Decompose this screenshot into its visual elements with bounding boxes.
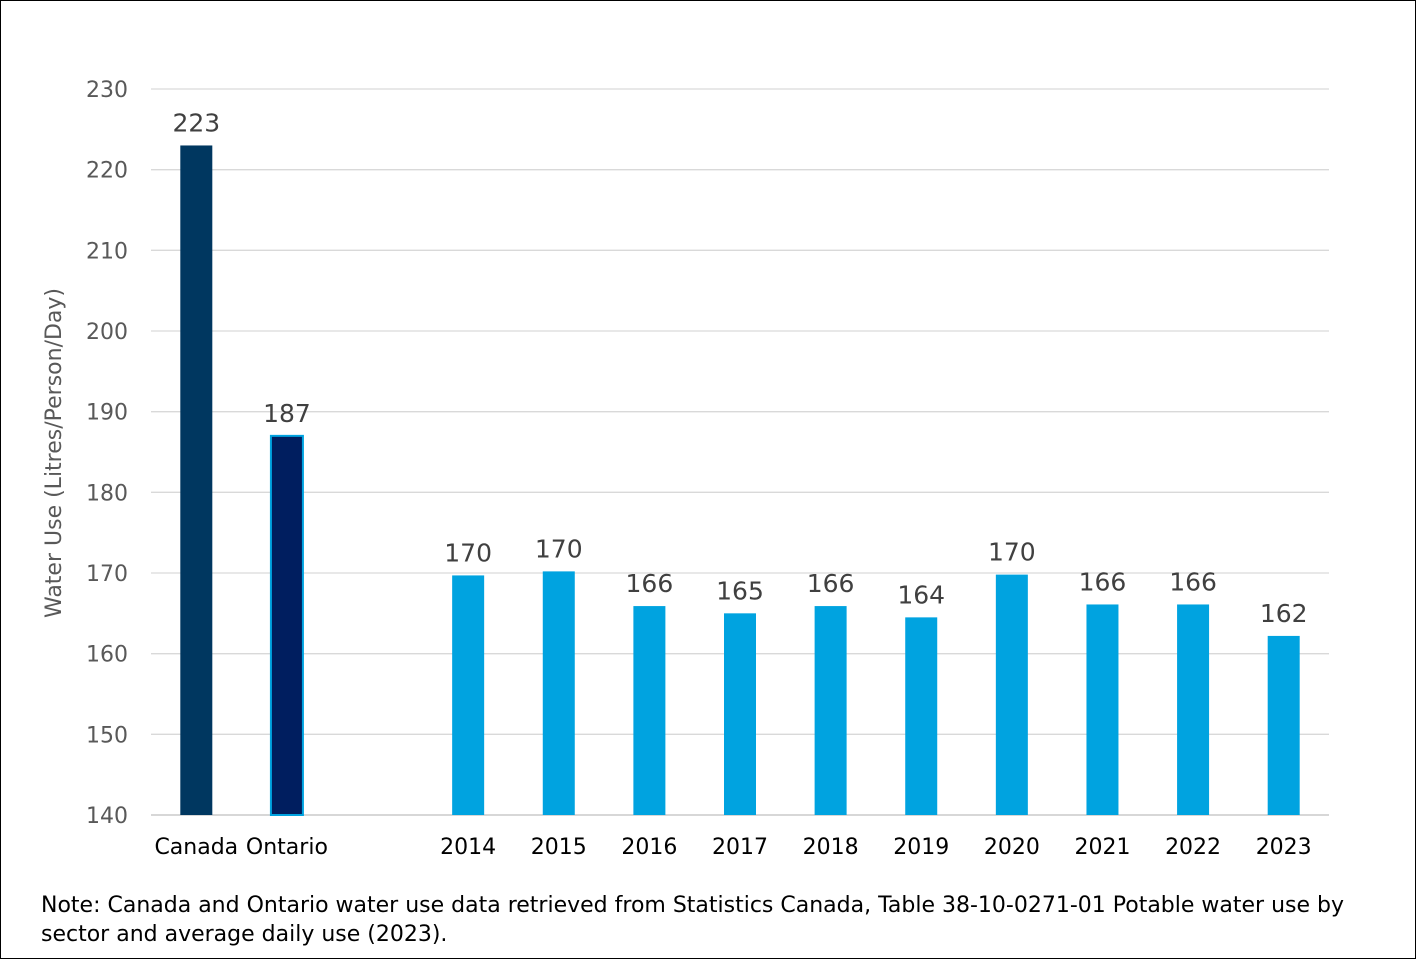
bar-Canada xyxy=(180,145,213,815)
x-tick-label-2016: 2016 xyxy=(621,835,677,860)
y-tick-label-210: 210 xyxy=(86,239,128,264)
bar-2022 xyxy=(1177,604,1210,815)
x-tick-label-2014: 2014 xyxy=(440,835,496,860)
bar-chart: 140 150 160 170 180 190 200 210 220 230 223 187 170… xyxy=(42,78,1329,860)
data-label-2021: 166 xyxy=(1079,567,1127,596)
x-tick-label-2023: 2023 xyxy=(1256,835,1312,860)
x-tick-label-2015: 2015 xyxy=(531,835,587,860)
data-label-2018: 166 xyxy=(807,569,855,598)
y-tick-label-150: 150 xyxy=(86,723,128,748)
y-tick-label-200: 200 xyxy=(86,320,128,345)
y-tick-label-220: 220 xyxy=(86,159,128,184)
bar-2014 xyxy=(452,575,485,815)
bar-2019 xyxy=(905,617,938,815)
bar-2016 xyxy=(633,606,666,815)
y-tick-label-140: 140 xyxy=(86,804,128,829)
gridlines xyxy=(151,88,1329,816)
bar-2020 xyxy=(995,574,1028,815)
bar-2023 xyxy=(1267,635,1300,815)
source-note: Note: Canada and Ontario water use data … xyxy=(41,893,1344,947)
data-labels: 223 187 170 170 166 165 166 164 170 166 166 162 xyxy=(172,108,1307,627)
y-axis-ticks: 140 150 160 170 180 190 200 210 220 230 xyxy=(86,78,128,829)
bar-Ontario xyxy=(269,434,304,816)
y-tick-label-230: 230 xyxy=(86,78,128,103)
data-label-Ontario: 187 xyxy=(263,399,311,428)
bar-2015 xyxy=(542,571,575,815)
data-label-2022: 166 xyxy=(1169,567,1217,596)
x-tick-label-2021: 2021 xyxy=(1074,835,1130,860)
bar-2021 xyxy=(1086,604,1119,815)
data-label-2017: 165 xyxy=(716,576,764,605)
data-label-2015: 170 xyxy=(535,534,583,563)
x-tick-label-2022: 2022 xyxy=(1165,835,1221,860)
y-axis-title: Water Use (Litres/Person/Day) xyxy=(42,288,67,618)
x-tick-label-2017: 2017 xyxy=(712,835,768,860)
bars xyxy=(180,145,1300,816)
bar-2017 xyxy=(724,613,756,815)
data-label-2016: 166 xyxy=(626,569,674,598)
data-label-2014: 170 xyxy=(444,538,492,567)
x-tick-label-2019: 2019 xyxy=(893,835,949,860)
data-label-2019: 164 xyxy=(897,580,945,609)
y-tick-label-160: 160 xyxy=(86,643,128,668)
y-tick-label-170: 170 xyxy=(86,562,128,587)
y-tick-label-190: 190 xyxy=(86,401,128,426)
x-tick-label-Ontario: Ontario xyxy=(246,835,328,860)
x-axis-ticks: Canada Ontario 2014 2015 2016 2017 2018 2019 202… xyxy=(154,835,1311,860)
x-tick-label-Canada: Canada xyxy=(154,835,238,860)
x-tick-label-2018: 2018 xyxy=(803,835,859,860)
data-label-2023: 162 xyxy=(1260,599,1308,628)
x-tick-label-2020: 2020 xyxy=(984,835,1040,860)
data-label-2020: 170 xyxy=(988,538,1036,567)
bar-2018 xyxy=(814,606,847,815)
data-label-Canada: 223 xyxy=(172,108,220,137)
y-tick-label-180: 180 xyxy=(86,481,128,506)
